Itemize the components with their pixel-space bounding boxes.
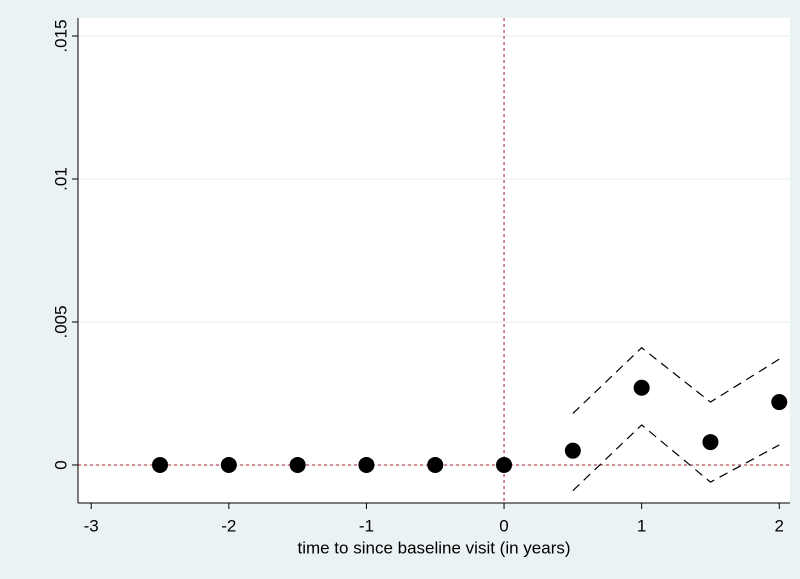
x-tick-label: -1	[359, 516, 374, 535]
data-point	[152, 456, 169, 473]
x-tick-label: -3	[84, 516, 99, 535]
data-point	[289, 456, 306, 473]
data-point	[633, 379, 650, 396]
data-point	[771, 394, 788, 411]
confidence-line	[572, 424, 780, 492]
data-point	[702, 434, 719, 451]
y-tick-label: .015	[51, 19, 70, 52]
data-point	[358, 456, 375, 473]
x-axis-label: time to since baseline visit (in years)	[297, 538, 570, 557]
plot-area	[78, 18, 790, 503]
x-tick-label: -2	[221, 516, 236, 535]
x-tick-label: 1	[637, 516, 646, 535]
data-point	[427, 456, 444, 473]
confidence-line	[572, 346, 780, 414]
x-tick-label: 2	[775, 516, 784, 535]
y-tick-label: .005	[51, 305, 70, 338]
data-point	[564, 442, 581, 459]
data-point	[220, 456, 237, 473]
x-tick-label: 0	[499, 516, 508, 535]
y-tick-label: .01	[51, 167, 70, 191]
data-point	[496, 456, 513, 473]
y-tick-label: 0	[51, 460, 70, 469]
